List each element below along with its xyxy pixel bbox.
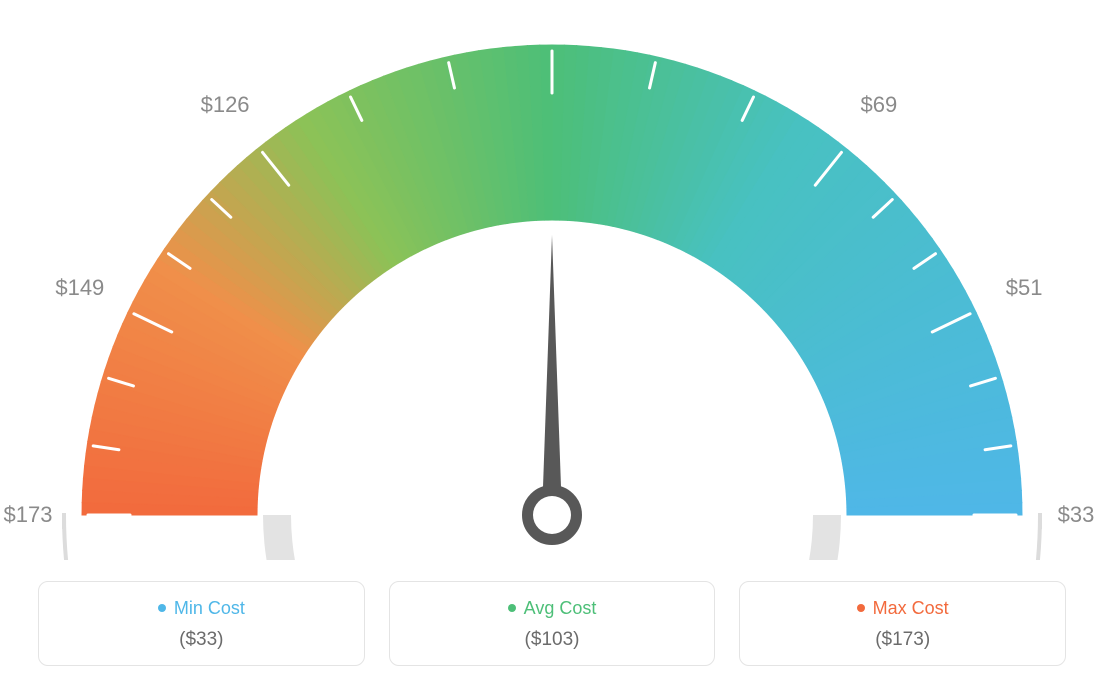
legend-min-label: Min Cost: [174, 598, 245, 618]
legend-avg-value: ($103): [390, 629, 715, 651]
gauge-tick-label: $33: [1058, 502, 1095, 528]
legend-row: Min Cost ($33) Avg Cost ($103) Max Cost …: [38, 581, 1066, 666]
legend-card-max: Max Cost ($173): [739, 581, 1066, 666]
dot-icon: [158, 604, 166, 612]
legend-card-min: Min Cost ($33): [38, 581, 365, 666]
legend-min-value: ($33): [39, 629, 364, 651]
cost-gauge-chart: $33 $51 $69 $103 $126 $149 $173 Min Cost ($33)…: [0, 0, 1104, 690]
legend-min-title: Min Cost: [39, 598, 364, 619]
dot-icon: [508, 604, 516, 612]
gauge-tick-label: $103: [528, 0, 577, 4]
dot-icon: [857, 604, 865, 612]
gauge-needle: [542, 235, 562, 515]
legend-max-label: Max Cost: [873, 598, 949, 618]
gauge-tick-label: $69: [861, 92, 898, 118]
legend-avg-title: Avg Cost: [390, 598, 715, 619]
legend-max-value: ($173): [740, 629, 1065, 651]
gauge-tick-label: $149: [55, 275, 104, 301]
gauge-tick-label: $173: [4, 502, 53, 528]
gauge-area: $33 $51 $69 $103 $126 $149 $173: [0, 0, 1104, 560]
gauge-tick-label: $51: [1006, 275, 1043, 301]
legend-avg-label: Avg Cost: [524, 598, 597, 618]
legend-max-title: Max Cost: [740, 598, 1065, 619]
gauge-tick-label: $126: [201, 92, 250, 118]
gauge-svg: [0, 0, 1104, 560]
legend-card-avg: Avg Cost ($103): [389, 581, 716, 666]
